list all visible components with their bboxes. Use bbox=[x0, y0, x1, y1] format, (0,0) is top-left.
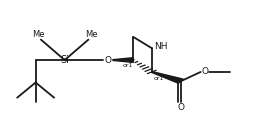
Text: Me: Me bbox=[85, 30, 97, 39]
Text: O: O bbox=[177, 103, 184, 112]
Text: O: O bbox=[105, 56, 112, 65]
Text: NH: NH bbox=[154, 42, 167, 51]
Text: or1: or1 bbox=[123, 63, 133, 68]
Polygon shape bbox=[151, 72, 183, 83]
Text: O: O bbox=[201, 67, 208, 76]
Polygon shape bbox=[113, 58, 133, 62]
Text: Me: Me bbox=[32, 30, 45, 39]
Text: Si: Si bbox=[60, 55, 69, 65]
Text: or1: or1 bbox=[153, 76, 164, 81]
